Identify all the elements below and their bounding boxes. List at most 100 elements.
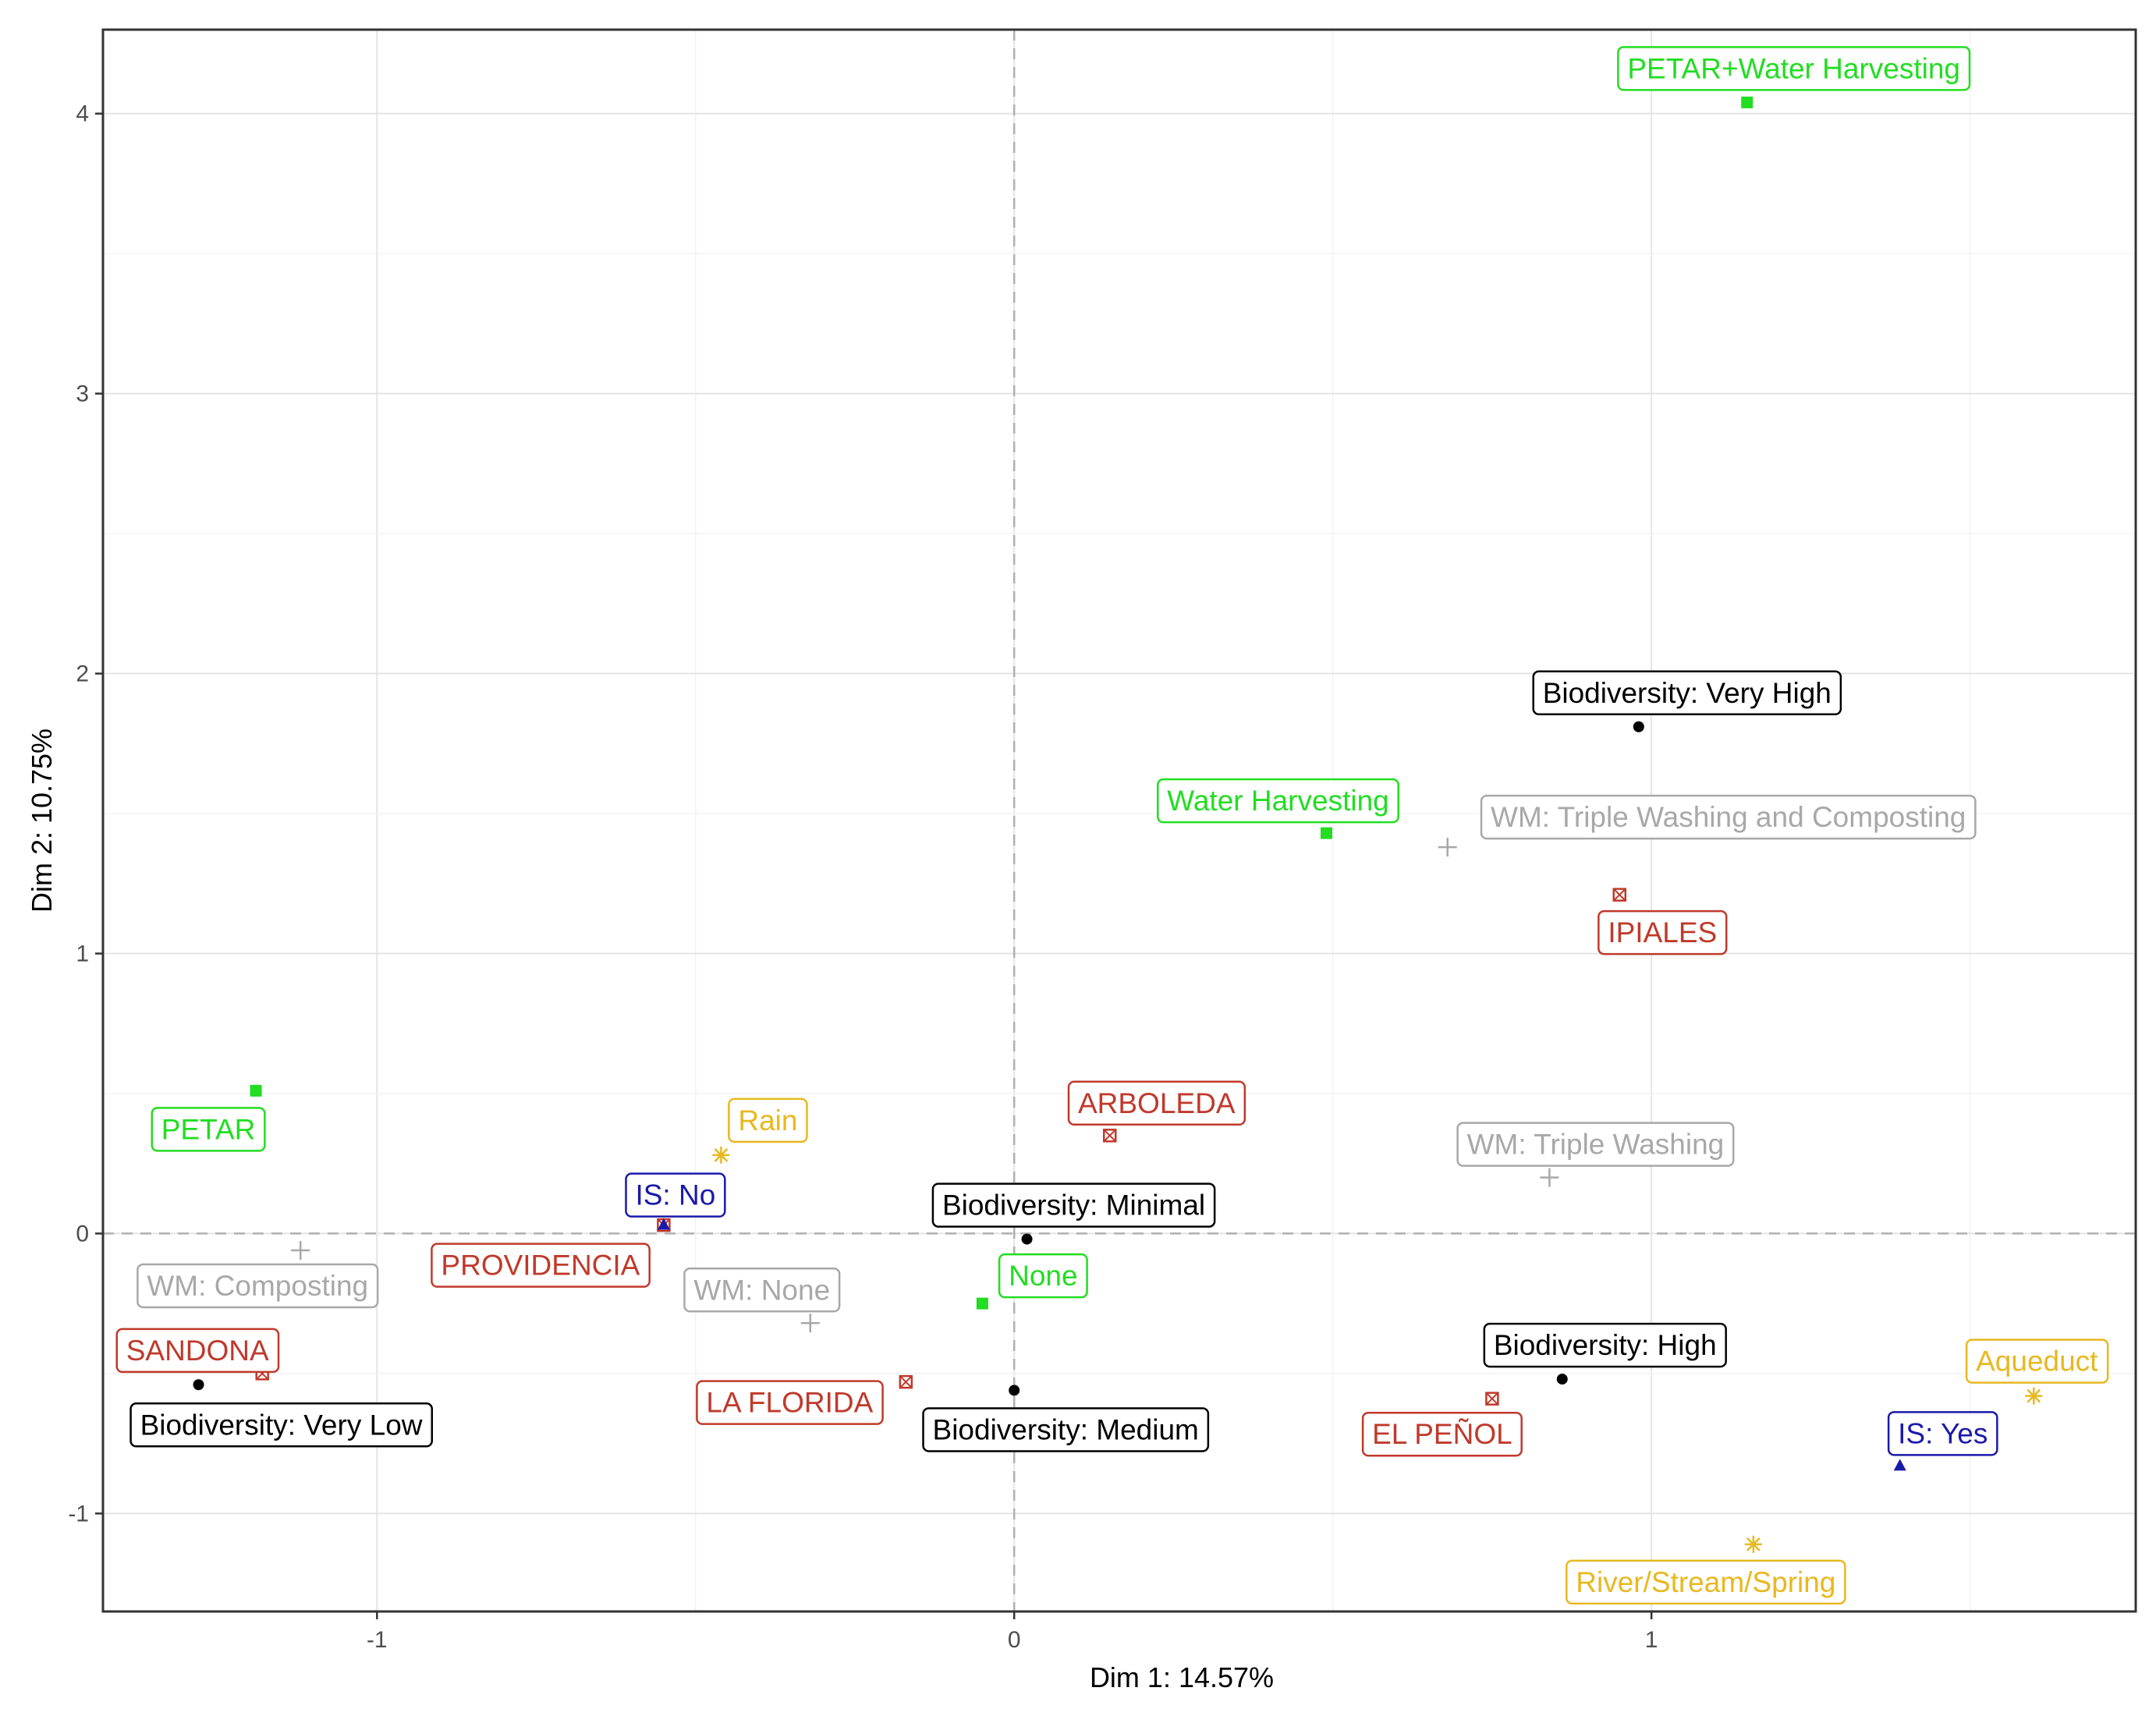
label-box (998, 1253, 1088, 1299)
y-tick-label: 2 (76, 661, 89, 687)
label-text: Biodiversity: High (1494, 1329, 1717, 1361)
marker-square-outline (1485, 1392, 1499, 1406)
point-is-no (657, 1218, 670, 1230)
label-text: Biodiversity: Very Low (140, 1409, 423, 1441)
label-is-no: IS: No (625, 1172, 726, 1218)
marker-circle (1021, 1233, 1033, 1245)
marker-square-outline (1612, 888, 1627, 902)
label-text: River/Stream/Spring (1576, 1566, 1835, 1598)
marker-square (1741, 96, 1754, 108)
marker-circle (1633, 721, 1644, 732)
label-biodiversity-minimal: Biodiversity: Minimal (931, 1182, 1216, 1228)
marker-square-outline (1102, 1129, 1117, 1143)
label-river-stream-spring: River/Stream/Spring (1566, 1559, 1846, 1605)
label-box (922, 1407, 1210, 1452)
label-box (1566, 1559, 1846, 1605)
label-box (1361, 1411, 1523, 1457)
plot-panel-border (101, 28, 2137, 1613)
marker-asterisk (1744, 1535, 1762, 1553)
label-biodiversity-very-low: Biodiversity: Very Low (129, 1402, 434, 1448)
marker-asterisk (2025, 1387, 2043, 1405)
point-river-stream-spring (1744, 1535, 1762, 1553)
marker-plus (800, 1314, 820, 1333)
point-petar-water-harvesting (1741, 96, 1754, 108)
marker-plus (1540, 1168, 1559, 1187)
label-text: IS: No (635, 1179, 715, 1211)
point-arboleda (1102, 1129, 1117, 1143)
label-text: LA FLORIDA (706, 1387, 873, 1419)
y-tick-label: 0 (76, 1221, 89, 1246)
label-la-florida: LA FLORIDA (696, 1380, 884, 1425)
label-text: Water Harvesting (1167, 785, 1388, 817)
label-box (431, 1243, 651, 1288)
label-box (1483, 1322, 1727, 1368)
point-biodiversity-medium (1009, 1384, 1020, 1396)
marker-circle (1556, 1374, 1568, 1385)
marker-square-cross (1103, 1129, 1116, 1143)
marker-square-outline (899, 1374, 913, 1389)
marker-square-cross (1613, 888, 1626, 902)
label-box (1157, 778, 1399, 824)
label-box (1597, 909, 1728, 956)
label-providencia: PROVIDENCIA (431, 1243, 651, 1288)
marker-square (1321, 827, 1333, 839)
point-biodiversity-very-high (1633, 721, 1644, 732)
label-box (1887, 1411, 1998, 1456)
reference-lines (103, 30, 2136, 1611)
label-box (1532, 670, 1842, 716)
y-tick-label: -1 (68, 1501, 89, 1526)
point-la-florida (899, 1374, 913, 1389)
marker-square-cross (1485, 1392, 1499, 1406)
label-none: None (998, 1253, 1088, 1299)
label-ipiales: IPIALES (1597, 909, 1728, 956)
marker-square (976, 1297, 988, 1310)
label-petar: PETAR (151, 1107, 266, 1152)
point-water-harvesting (1321, 827, 1333, 839)
point-el-pe-ol (1485, 1392, 1499, 1406)
label-wm-none: WM: None (683, 1268, 841, 1313)
label-box (1965, 1338, 2109, 1384)
point-wm-triple-washing-and-composting (1438, 838, 1457, 857)
label-text: Aqueduct (1976, 1346, 2098, 1377)
point-biodiversity-very-low (193, 1379, 204, 1391)
point-petar (250, 1084, 262, 1097)
label-is-yes: IS: Yes (1887, 1411, 1998, 1456)
label-text: WM: Triple Washing (1467, 1129, 1725, 1161)
marker-circle (193, 1379, 204, 1391)
point-biodiversity-high (1556, 1374, 1568, 1385)
x-tick-label: -1 (367, 1627, 388, 1653)
label-box (1456, 1122, 1735, 1167)
axis-ticks: -1 0 1 -1 0 1 2 3 4 (68, 101, 1658, 1653)
point-labels: Biodiversity: Very High Biodiversity: Min… (115, 46, 2109, 1605)
label-text: WM: Composting (147, 1270, 368, 1302)
y-tick-label: 3 (76, 381, 89, 407)
x-tick-label: 0 (1008, 1627, 1021, 1653)
label-text: WM: Triple Washing and Composting (1491, 801, 1966, 833)
point-wm-none (800, 1314, 820, 1333)
label-text: Biodiversity: Minimal (942, 1190, 1205, 1221)
label-text: SANDONA (126, 1335, 269, 1367)
label-text: PETAR (161, 1113, 256, 1145)
point-rain (712, 1146, 730, 1164)
label-text: Biodiversity: Medium (933, 1413, 1199, 1445)
label-box (1480, 794, 1977, 840)
marker-circle (1009, 1384, 1020, 1396)
label-wm-triple-washing-and-composting: WM: Triple Washing and Composting (1480, 794, 1977, 840)
label-box (931, 1182, 1216, 1228)
marker-plus (291, 1240, 310, 1260)
label-box (696, 1380, 884, 1425)
label-text: PROVIDENCIA (441, 1250, 640, 1282)
label-text: EL PEÑOL (1372, 1418, 1512, 1450)
x-tick-label: 1 (1645, 1627, 1658, 1653)
label-text: None (1009, 1260, 1077, 1292)
label-biodiversity-medium: Biodiversity: Medium (922, 1407, 1210, 1452)
marker-asterisk (712, 1146, 730, 1164)
label-box (129, 1402, 434, 1448)
y-tick-label: 4 (76, 101, 89, 127)
label-box (728, 1097, 808, 1143)
label-water-harvesting: Water Harvesting (1157, 778, 1399, 824)
label-box (1067, 1080, 1246, 1126)
point-wm-triple-washing (1540, 1168, 1559, 1187)
label-petar-water-harvesting: PETAR+Water Harvesting (1617, 46, 1971, 91)
